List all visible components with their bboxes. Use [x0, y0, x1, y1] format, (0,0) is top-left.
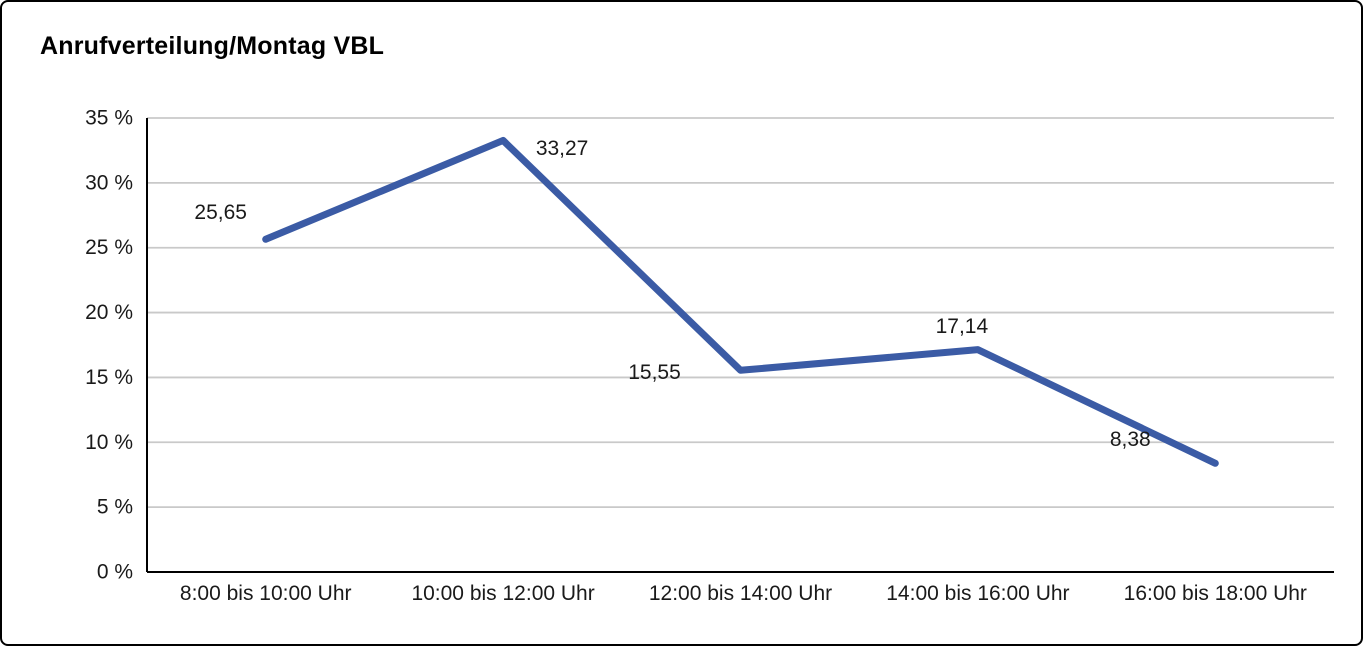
x-tick-label: 14:00 bis 16:00 Uhr: [886, 582, 1069, 605]
y-tick-label: 30 %: [85, 171, 133, 194]
data-point-label: 17,14: [936, 315, 989, 338]
data-line: [262, 136, 1219, 467]
y-tick-label: 15 %: [85, 366, 133, 389]
y-tick-label: 10 %: [85, 431, 133, 454]
x-tick-label: 8:00 bis 10:00 Uhr: [180, 582, 352, 605]
y-tick-label: 25 %: [85, 236, 133, 259]
data-point-label: 25,65: [194, 201, 247, 224]
data-point-label: 15,55: [628, 361, 681, 384]
y-tick-label: 20 %: [85, 301, 133, 324]
x-tick-label: 16:00 bis 18:00 Uhr: [1124, 582, 1307, 605]
y-tick-label: 35 %: [85, 107, 133, 130]
data-point-label: 33,27: [536, 137, 589, 160]
data-point-label: 8,38: [1110, 428, 1151, 451]
y-tick-label: 0 %: [97, 561, 133, 584]
x-tick-label: 10:00 bis 12:00 Uhr: [411, 582, 594, 605]
chart-title: Anrufverteilung/Montag VBL: [40, 32, 385, 60]
y-tick-label: 5 %: [97, 496, 133, 519]
x-tick-label: 12:00 bis 14:00 Uhr: [649, 582, 832, 605]
